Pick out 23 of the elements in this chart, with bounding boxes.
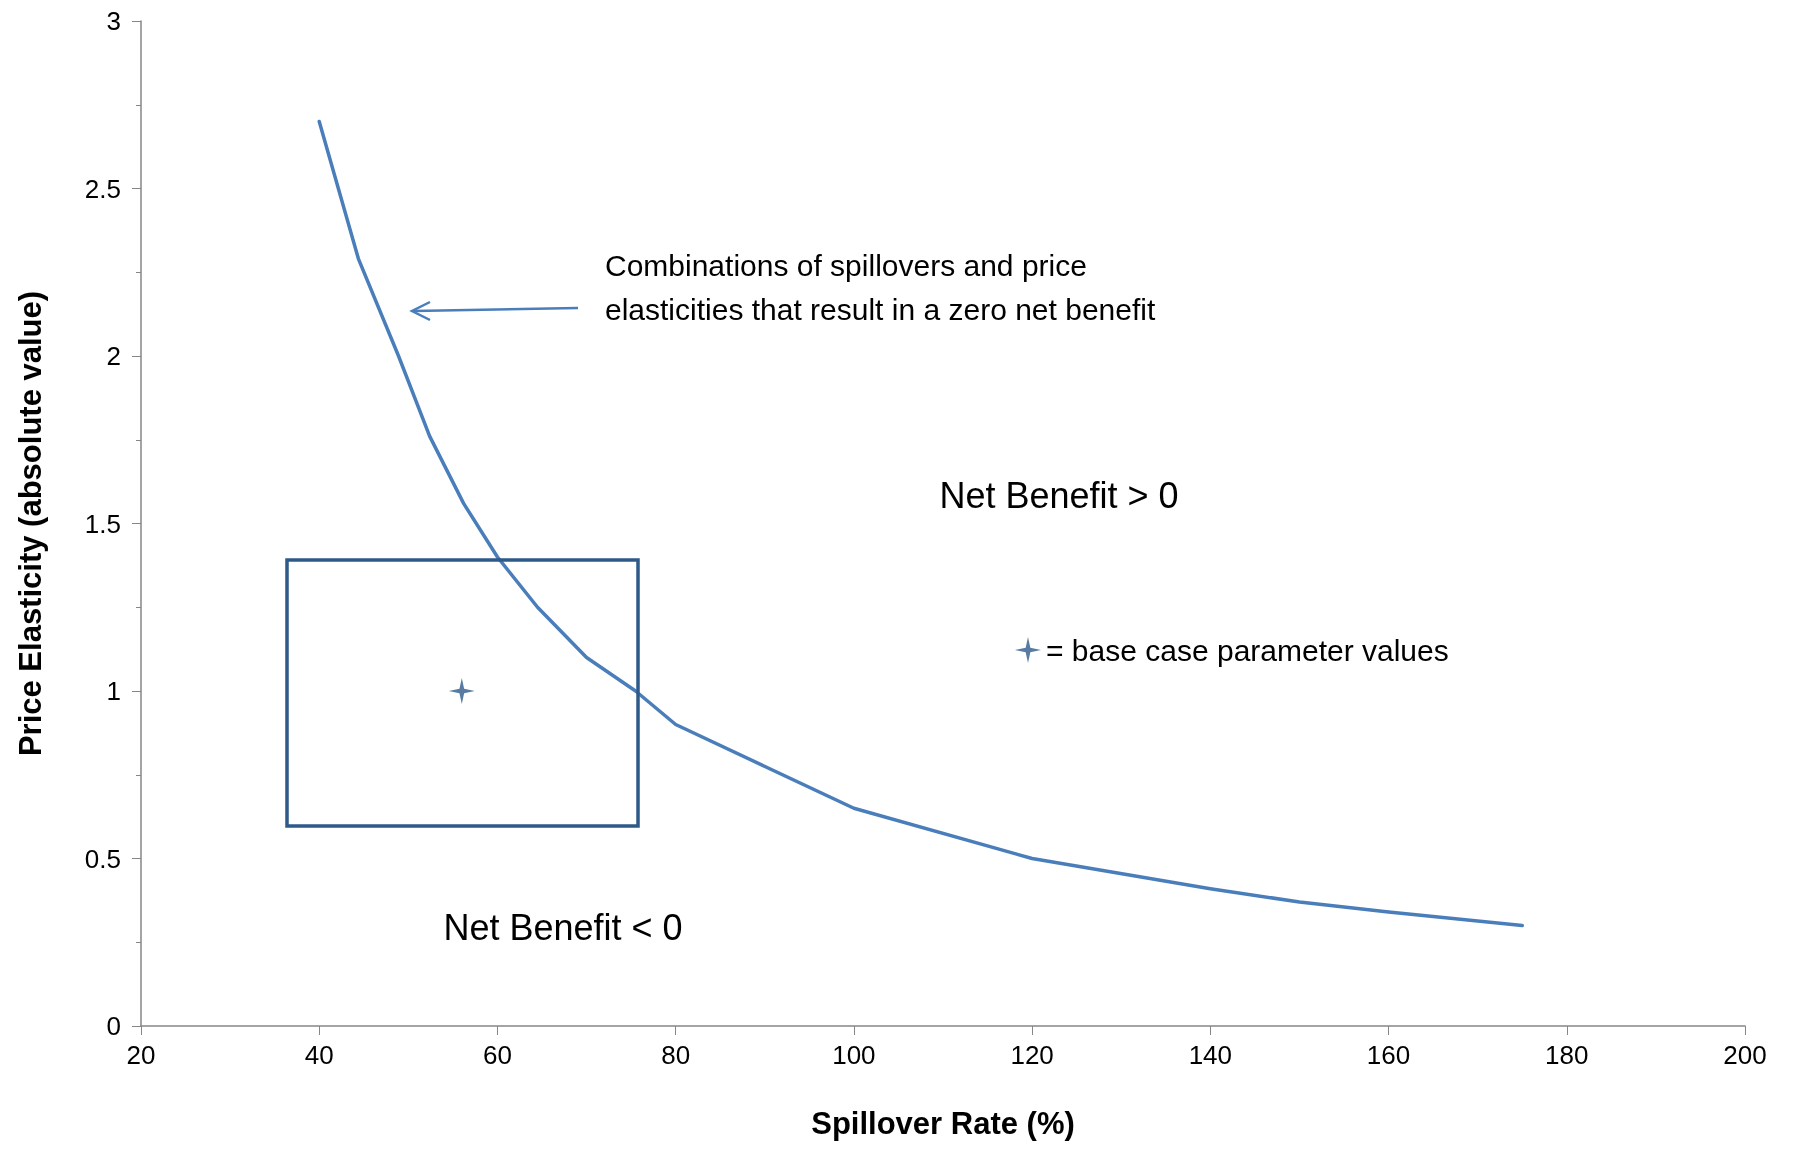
x-tick-label: 140 bbox=[1188, 1040, 1233, 1070]
x-tick-label: 40 bbox=[304, 1040, 334, 1070]
x-tick-label: 160 bbox=[1366, 1040, 1411, 1070]
x-tick-label: 120 bbox=[1010, 1040, 1054, 1070]
legend-label: = base case parameter values bbox=[1046, 633, 1449, 667]
x-tick-label: 80 bbox=[661, 1040, 691, 1070]
x-tick-label: 100 bbox=[832, 1040, 876, 1070]
y-tick-label: 1.5 bbox=[84, 508, 121, 539]
x-axis-title: Spillover Rate (%) bbox=[811, 1106, 1075, 1141]
annotation: Combinations of spillovers and price elasticities that result in a zero net benefit bbox=[605, 248, 1156, 326]
y-tick-label: 0 bbox=[106, 1011, 121, 1041]
x-tick-label: 60 bbox=[482, 1040, 512, 1070]
y-tick-label: 2.5 bbox=[84, 173, 121, 204]
y-tick-label: 3 bbox=[106, 6, 121, 36]
y-axis-title: Price Elasticity (absolute value) bbox=[13, 290, 48, 757]
x-tick-label: 20 bbox=[126, 1040, 156, 1070]
x-tick-label: 180 bbox=[1545, 1040, 1589, 1070]
annotation: Net Benefit < 0 bbox=[443, 906, 683, 948]
y-tick-label: 0.5 bbox=[84, 843, 121, 874]
annotation: Net Benefit > 0 bbox=[939, 474, 1179, 516]
y-tick-label: 2 bbox=[106, 341, 121, 371]
x-tick-label: 200 bbox=[1723, 1040, 1767, 1070]
y-tick-label: 1 bbox=[106, 676, 121, 706]
